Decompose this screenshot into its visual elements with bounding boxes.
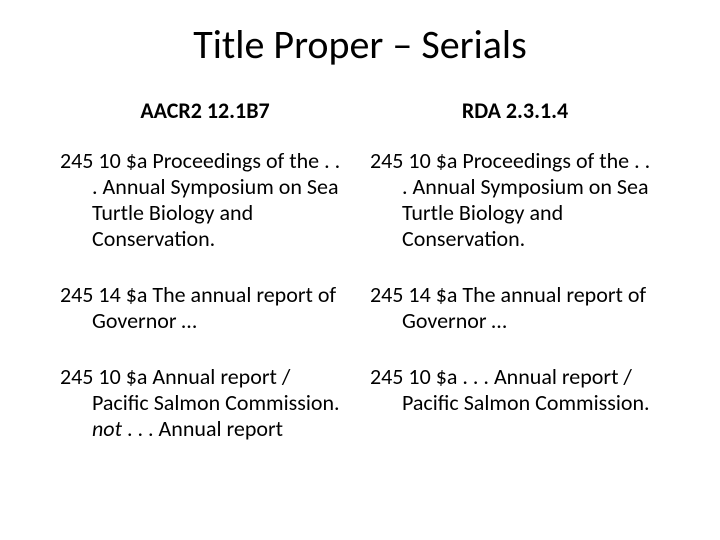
- left-entry-2-not: not: [92, 415, 122, 442]
- left-entry-0: 245 10 $a Proceedings of the . . . Annua…: [60, 148, 350, 252]
- slide-title: Title Proper – Serials: [60, 20, 660, 69]
- columns-container: AACR2 12.1B7 245 10 $a Proceedings of th…: [60, 97, 660, 510]
- left-column: AACR2 12.1B7 245 10 $a Proceedings of th…: [60, 97, 350, 510]
- right-entry-0: 245 10 $a Proceedings of the . . . Annua…: [370, 148, 660, 252]
- slide: Title Proper – Serials AACR2 12.1B7 245 …: [0, 0, 720, 540]
- right-column-header: RDA 2.3.1.4: [370, 97, 660, 124]
- right-column: RDA 2.3.1.4 245 10 $a Proceedings of the…: [370, 97, 660, 510]
- left-entry-2: 245 10 $a Annual report / Pacific Salmon…: [60, 364, 350, 442]
- left-entry-1: 245 14 $a The annual report of Governor …: [60, 282, 350, 334]
- left-column-header: AACR2 12.1B7: [60, 97, 350, 124]
- left-entry-2-main: 245 10 $a Annual report / Pacific Salmon…: [60, 363, 340, 416]
- right-entry-1: 245 14 $a The annual report of Governor …: [370, 282, 660, 334]
- right-entry-2: 245 10 $a . . . Annual report / Pacific …: [370, 364, 660, 416]
- left-entry-2-suffix: . . . Annual report: [122, 415, 283, 442]
